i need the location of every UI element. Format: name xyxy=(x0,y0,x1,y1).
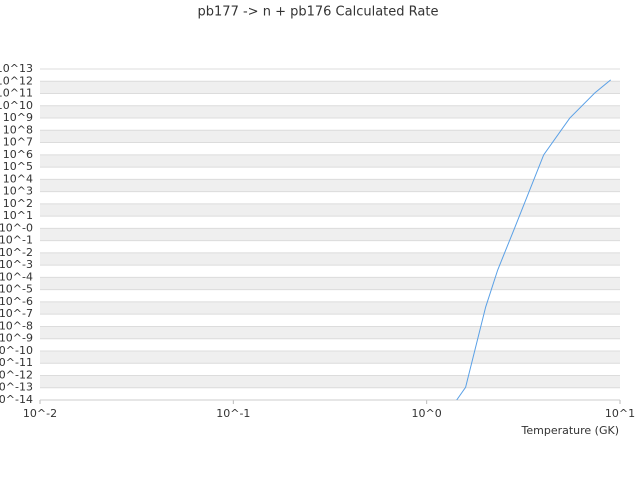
y-tick-label: 10^-14 xyxy=(0,393,33,406)
y-tick-label: 10^7 xyxy=(3,136,33,149)
grid-band xyxy=(40,326,620,339)
y-tick-label: 10^-12 xyxy=(0,368,33,381)
y-tick-label: 10^-0 xyxy=(0,221,33,234)
y-tick-label: 10^10 xyxy=(0,99,33,112)
y-tick-label: 10^-13 xyxy=(0,381,33,394)
y-tick-label: 10^6 xyxy=(3,148,33,161)
y-tick-label: 10^2 xyxy=(3,197,33,210)
grid-band xyxy=(40,203,620,217)
y-tick-label: 10^-6 xyxy=(0,295,33,308)
y-tick-label: 10^4 xyxy=(3,172,33,185)
y-tick-label: 10^-1 xyxy=(0,234,33,247)
grid-band xyxy=(40,228,620,241)
y-tick-label: 10^13 xyxy=(0,62,33,75)
chart-title: pb177 -> n + pb176 Calculated Rate xyxy=(198,5,439,20)
y-tick-label: 10^-8 xyxy=(0,319,33,332)
y-tick-label: 10^11 xyxy=(0,87,33,100)
x-tick-label: 10^-1 xyxy=(216,407,250,420)
grid-band xyxy=(40,81,620,94)
grid-band xyxy=(40,375,620,388)
grid-band xyxy=(40,130,620,143)
data-line xyxy=(456,79,612,400)
x-tick-label: 10^1 xyxy=(605,407,635,420)
y-tick-label: 10^5 xyxy=(3,160,33,173)
y-tick-label: 10^12 xyxy=(0,74,33,87)
y-tick-label: 10^-11 xyxy=(0,356,33,369)
x-tick-label: 10^0 xyxy=(412,407,442,420)
y-tick-label: 10^-2 xyxy=(0,246,33,259)
y-tick-label: 10^-3 xyxy=(0,258,33,271)
y-tick-label: 10^-10 xyxy=(0,344,33,357)
y-tick-label: 10^-9 xyxy=(0,332,33,345)
grid-band xyxy=(40,350,620,364)
y-tick-label: 10^1 xyxy=(3,209,33,222)
x-axis-label: Temperature (GK) xyxy=(521,424,620,437)
grid-band xyxy=(40,179,620,192)
y-tick-label: 10^-4 xyxy=(0,270,33,283)
grid-band xyxy=(40,252,620,266)
y-tick-label: 10^-7 xyxy=(0,307,33,320)
y-tick-label: 10^3 xyxy=(3,185,33,198)
grid-band xyxy=(40,301,620,315)
y-tick-label: 10^9 xyxy=(3,111,33,124)
grid-band xyxy=(40,277,620,290)
plot-area xyxy=(456,79,612,400)
y-tick-label: 10^-5 xyxy=(0,283,33,296)
grid-band xyxy=(40,154,620,168)
grid-band xyxy=(40,105,620,119)
x-tick-label: 10^-2 xyxy=(23,407,57,420)
y-tick-label: 10^8 xyxy=(3,123,33,136)
